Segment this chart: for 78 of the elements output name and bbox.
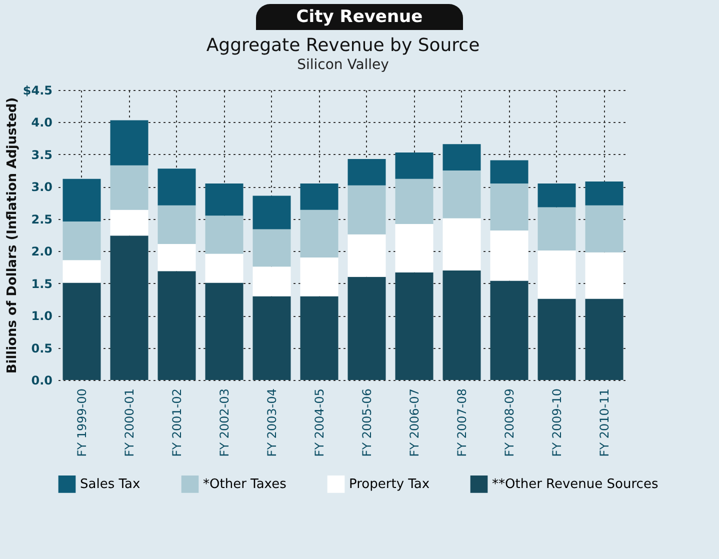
x-tick-label: FY 2000-01 [122, 388, 136, 457]
bar [252, 296, 291, 380]
bar [490, 183, 528, 230]
bar [538, 298, 576, 380]
bar [300, 183, 338, 210]
bar [442, 218, 481, 270]
bar [490, 230, 528, 281]
x-tick-label: FY 2001-02 [170, 388, 184, 457]
legend-label: **Other Revenue Sources [492, 477, 658, 492]
bar [205, 254, 244, 283]
y-tick-label: 1.5 [31, 276, 52, 291]
bar [538, 207, 576, 250]
bar [395, 152, 434, 179]
chart-title: Aggregate Revenue by Source [206, 35, 480, 56]
bar [538, 183, 576, 208]
x-tick-label: FY 2010-11 [597, 388, 612, 457]
bar [158, 205, 196, 244]
y-tick-label: 1.0 [31, 309, 52, 324]
y-tick-label: 2.5 [31, 212, 52, 226]
bar [490, 280, 528, 380]
bar [300, 258, 338, 296]
bar [62, 178, 101, 222]
bar [348, 158, 386, 186]
y-tick-label: 0.5 [31, 341, 52, 356]
bar [110, 120, 148, 166]
bar [490, 160, 528, 184]
bar [252, 266, 291, 296]
x-tick-label: FY 2008-09 [502, 388, 516, 457]
x-tick-label: FY 2004-05 [312, 388, 326, 457]
bar [395, 272, 434, 380]
bar [585, 182, 624, 206]
y-tick-label: $4.5 [22, 84, 52, 98]
y-tick-label: 4.0 [31, 116, 52, 130]
bar [62, 282, 101, 380]
bar [348, 276, 386, 380]
bar [158, 244, 196, 272]
x-tick-label: FY 2005-06 [360, 388, 374, 457]
bar [205, 216, 244, 254]
bar [62, 221, 101, 260]
x-tick-label: FY 2006-07 [407, 388, 422, 457]
bar [442, 170, 481, 218]
bar [442, 270, 481, 380]
text: City Revenue [256, 4, 463, 30]
bar [110, 236, 148, 380]
y-tick-label: 2.0 [31, 244, 52, 259]
text: 0.0 [31, 374, 52, 388]
bar [395, 178, 434, 224]
bar [442, 144, 481, 171]
bar [585, 252, 624, 299]
bar [538, 250, 576, 299]
x-tick-label: FY 2002-03 [217, 388, 232, 457]
bar [205, 183, 244, 216]
bar [300, 210, 338, 258]
bar [348, 185, 386, 234]
legend-label: Property Tax [349, 477, 430, 492]
bar [110, 210, 148, 236]
bar [158, 168, 196, 206]
chart-subtitle: Silicon Valley [297, 57, 389, 73]
bar [62, 260, 101, 283]
bar [300, 296, 338, 380]
bar [252, 229, 291, 267]
legend-label: *Other Taxes [203, 477, 287, 492]
x-tick-label: FY 2007-08 [454, 388, 469, 457]
bar [252, 196, 291, 230]
y-axis-title: Billions of Dollars (Inflation Adjusted) [4, 97, 20, 374]
bar [110, 165, 148, 210]
x-tick-label: FY 1999-00 [74, 388, 89, 457]
bar [205, 282, 244, 380]
bar [585, 298, 624, 380]
legend-label: Sales Tax [80, 477, 140, 492]
y-tick-label: 3.0 [31, 180, 52, 194]
x-tick-label: FY 2003-04 [264, 388, 279, 457]
bar [158, 271, 196, 380]
y-tick-label: 3.5 [31, 148, 52, 162]
bar [395, 224, 434, 272]
x-tick-label: FY 2009-10 [550, 388, 564, 457]
bar [348, 234, 386, 277]
bar [585, 205, 624, 252]
